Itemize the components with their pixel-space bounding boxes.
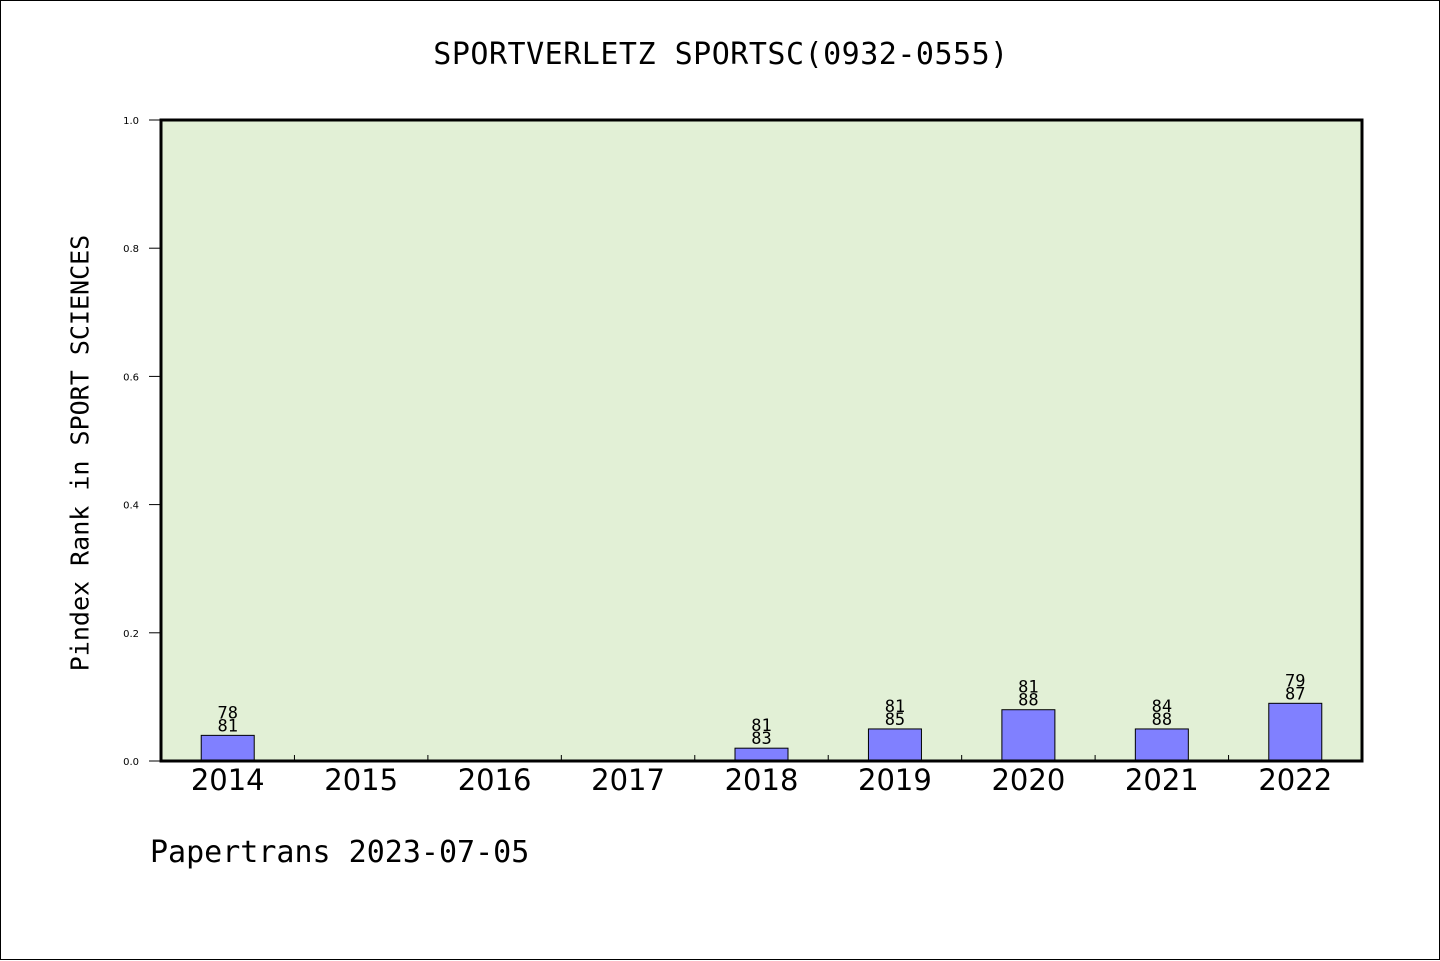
- bar-label-2020-2: 88: [1018, 691, 1038, 711]
- bar-label-2018-1: 81: [751, 716, 771, 736]
- x-tick-label-2021: 2021: [1125, 763, 1199, 797]
- bar-2020: [1001, 709, 1056, 762]
- bar-label-2022-1: 79: [1285, 671, 1305, 691]
- plot-background: [161, 120, 1362, 761]
- bar-label-2021-1: 84: [1152, 697, 1172, 717]
- bar-label-2021-2: 88: [1152, 710, 1172, 730]
- footer-credit: Papertrans 2023-07-05: [150, 835, 530, 870]
- x-tick-label-2020: 2020: [991, 763, 1065, 797]
- bar-label-2014-1: 78: [217, 703, 237, 723]
- x-tick-label-2016: 2016: [458, 763, 532, 797]
- bar-label-2019-1: 81: [885, 697, 905, 717]
- y-tick-label-1.0: 1.0: [123, 116, 139, 127]
- y-tick-label-0.4: 0.4: [123, 501, 139, 512]
- chart-title: SPORTVERLETZ SPORTSC(0932-0555): [433, 37, 1009, 72]
- bar-2022: [1268, 702, 1323, 762]
- y-axis-ticks: 0.0 0.2 0.4 0.6 0.8 1.0: [123, 116, 161, 768]
- bar-label-2019-2: 85: [885, 710, 905, 730]
- x-tick-label-2015: 2015: [324, 763, 398, 797]
- bar-2014: [200, 734, 255, 762]
- y-tick-label-0.2: 0.2: [123, 629, 139, 640]
- bar-2018: [734, 747, 789, 762]
- bar-label-2014-2: 81: [217, 716, 237, 736]
- y-tick-label-0.0: 0.0: [123, 757, 139, 768]
- x-tick-label-2018: 2018: [725, 763, 799, 797]
- y-tick-label-0.6: 0.6: [123, 372, 139, 383]
- bar-label-2018-2: 83: [751, 729, 771, 749]
- bar-2019: [867, 728, 922, 762]
- bar-label-2022-2: 87: [1285, 684, 1305, 704]
- bar-label-2020-1: 81: [1018, 678, 1038, 698]
- x-tick-label-2014: 2014: [191, 763, 265, 797]
- x-tick-label-2022: 2022: [1258, 763, 1332, 797]
- y-tick-label-0.8: 0.8: [123, 244, 139, 255]
- plot-frame: [159, 118, 1364, 763]
- bar-2021: [1134, 728, 1189, 762]
- x-tick-label-2019: 2019: [858, 763, 932, 797]
- x-tick-label-2017: 2017: [591, 763, 665, 797]
